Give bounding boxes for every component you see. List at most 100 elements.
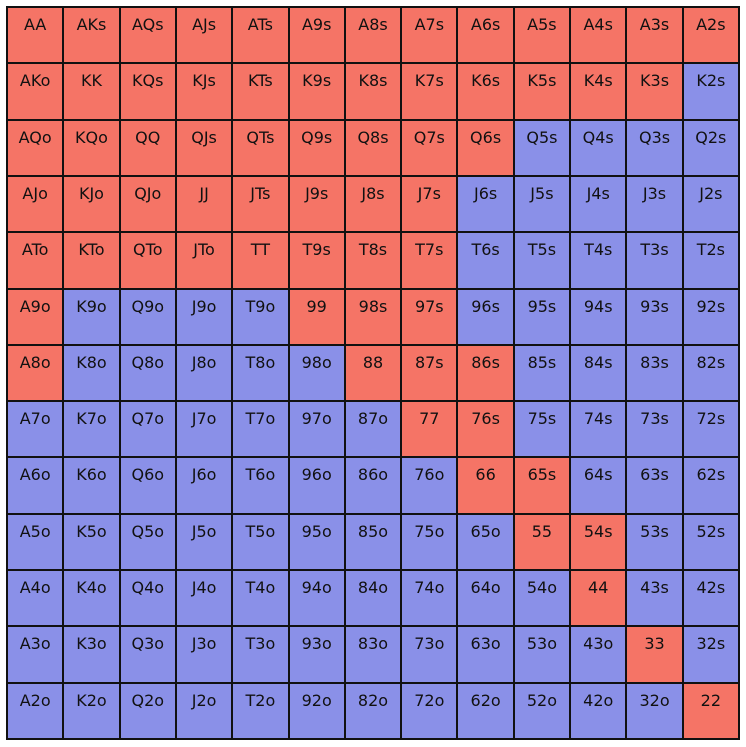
hand-cell[interactable]: T6s (458, 233, 513, 288)
hand-cell[interactable]: 63s (627, 458, 682, 513)
hand-cell[interactable]: 86o (345, 458, 401, 513)
hand-cell[interactable]: J9o (176, 289, 232, 344)
hand-cell[interactable]: QQ (120, 120, 175, 175)
hand-cell[interactable]: Q6s (458, 120, 513, 175)
hand-cell[interactable]: T2o (233, 683, 288, 738)
hand-cell[interactable]: J6o (176, 458, 232, 513)
hand-cell[interactable]: 62s (683, 458, 738, 513)
hand-cell[interactable]: 85o (345, 514, 401, 570)
hand-cell[interactable]: AKs (64, 8, 119, 63)
hand-cell[interactable]: 95o (289, 514, 344, 570)
hand-cell[interactable]: 88 (345, 345, 401, 401)
hand-cell[interactable]: 43o (571, 627, 626, 682)
hand-cell[interactable]: KJs (176, 64, 232, 119)
hand-cell[interactable]: J5o (176, 514, 232, 570)
hand-cell[interactable]: T7o (233, 402, 288, 457)
hand-cell[interactable]: T5s (514, 233, 570, 288)
hand-cell[interactable]: QTs (233, 120, 288, 175)
hand-cell[interactable]: QJs (176, 120, 232, 175)
hand-cell[interactable]: K4s (571, 64, 626, 119)
hand-cell[interactable]: 75s (514, 402, 570, 457)
hand-cell[interactable]: A9s (289, 8, 344, 63)
hand-cell[interactable]: T4s (571, 233, 626, 288)
hand-cell[interactable]: 96o (289, 458, 344, 513)
hand-cell[interactable]: Q9o (120, 289, 175, 344)
hand-cell[interactable]: AJo (8, 176, 63, 232)
hand-cell[interactable]: 66 (458, 458, 513, 513)
hand-cell[interactable]: Q3s (627, 120, 682, 175)
hand-cell[interactable]: AJs (176, 8, 232, 63)
hand-cell[interactable]: Q6o (120, 458, 175, 513)
hand-cell[interactable]: K9o (64, 289, 119, 344)
hand-cell[interactable]: Q4o (120, 571, 175, 626)
hand-cell[interactable]: J2o (176, 683, 232, 738)
hand-cell[interactable]: A8o (8, 345, 63, 401)
hand-cell[interactable]: K4o (64, 571, 119, 626)
hand-cell[interactable]: 43s (627, 571, 682, 626)
hand-cell[interactable]: 52s (683, 514, 738, 570)
hand-cell[interactable]: T4o (233, 571, 288, 626)
hand-cell[interactable]: AQs (120, 8, 175, 63)
hand-cell[interactable]: Q8o (120, 345, 175, 401)
hand-cell[interactable]: KTs (233, 64, 288, 119)
hand-cell[interactable]: K5o (64, 514, 119, 570)
hand-cell[interactable]: T9s (289, 233, 344, 288)
hand-cell[interactable]: 72s (683, 402, 738, 457)
hand-cell[interactable]: 65o (458, 514, 513, 570)
hand-cell[interactable]: KQo (64, 120, 119, 175)
hand-cell[interactable]: J7s (402, 176, 457, 232)
hand-cell[interactable]: KTo (64, 233, 119, 288)
hand-cell[interactable]: AQo (8, 120, 63, 175)
hand-cell[interactable]: K3o (64, 627, 119, 682)
hand-cell[interactable]: 82s (683, 345, 738, 401)
hand-cell[interactable]: TT (233, 233, 288, 288)
hand-cell[interactable]: KK (64, 64, 119, 119)
hand-cell[interactable]: 94o (289, 571, 344, 626)
hand-cell[interactable]: A2o (8, 683, 63, 738)
hand-cell[interactable]: J7o (176, 402, 232, 457)
hand-cell[interactable]: 54o (514, 571, 570, 626)
hand-cell[interactable]: J3s (627, 176, 682, 232)
hand-cell[interactable]: 55 (514, 514, 570, 570)
hand-cell[interactable]: Q4s (571, 120, 626, 175)
hand-cell[interactable]: J4o (176, 571, 232, 626)
hand-cell[interactable]: 83o (345, 627, 401, 682)
hand-cell[interactable]: 93o (289, 627, 344, 682)
hand-cell[interactable]: 85s (514, 345, 570, 401)
hand-cell[interactable]: 93s (627, 289, 682, 344)
hand-cell[interactable]: A3s (627, 8, 682, 63)
hand-cell[interactable]: 84s (571, 345, 626, 401)
hand-cell[interactable]: T6o (233, 458, 288, 513)
hand-cell[interactable]: A3o (8, 627, 63, 682)
hand-cell[interactable]: 32o (627, 683, 682, 738)
hand-cell[interactable]: K5s (514, 64, 570, 119)
hand-cell[interactable]: 62o (458, 683, 513, 738)
hand-cell[interactable]: J3o (176, 627, 232, 682)
hand-cell[interactable]: 87o (345, 402, 401, 457)
hand-cell[interactable]: QJo (120, 176, 175, 232)
hand-cell[interactable]: KJo (64, 176, 119, 232)
hand-cell[interactable]: 76s (458, 402, 513, 457)
hand-cell[interactable]: A6s (458, 8, 513, 63)
hand-cell[interactable]: 77 (402, 402, 457, 457)
hand-cell[interactable]: Q5s (514, 120, 570, 175)
hand-cell[interactable]: 87s (402, 345, 457, 401)
hand-cell[interactable]: 99 (289, 289, 344, 344)
hand-cell[interactable]: Q2s (683, 120, 738, 175)
hand-cell[interactable]: J4s (571, 176, 626, 232)
hand-cell[interactable]: 96s (458, 289, 513, 344)
hand-cell[interactable]: T3o (233, 627, 288, 682)
hand-cell[interactable]: A6o (8, 458, 63, 513)
hand-cell[interactable]: 72o (402, 683, 457, 738)
hand-cell[interactable]: 82o (345, 683, 401, 738)
hand-cell[interactable]: JTo (176, 233, 232, 288)
hand-cell[interactable]: K8o (64, 345, 119, 401)
hand-cell[interactable]: KQs (120, 64, 175, 119)
hand-cell[interactable]: 74o (402, 571, 457, 626)
hand-cell[interactable]: 95s (514, 289, 570, 344)
hand-cell[interactable]: 92o (289, 683, 344, 738)
hand-cell[interactable]: J8s (345, 176, 401, 232)
hand-cell[interactable]: 32s (683, 627, 738, 682)
hand-cell[interactable]: T8o (233, 345, 288, 401)
hand-cell[interactable]: K2o (64, 683, 119, 738)
